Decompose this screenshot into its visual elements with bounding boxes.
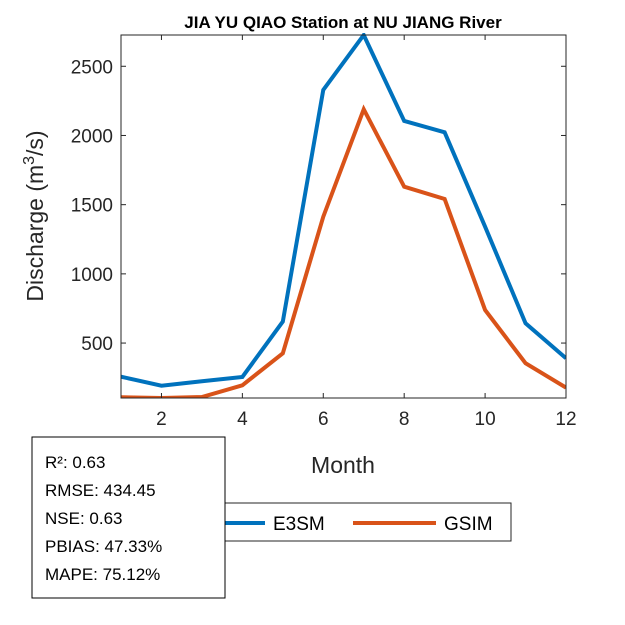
y-label-end: /s) <box>22 130 48 156</box>
x-tick-label: 12 <box>555 409 576 430</box>
series-line-e3sm <box>121 33 566 388</box>
y-axis-label: Discharge (m3/s) <box>21 130 48 301</box>
x-axis-label: Month <box>311 452 375 478</box>
stats-annotation: R²: 0.63 RMSE: 434.45 NSE: 0.63 PBIAS: 4… <box>31 436 226 599</box>
x-tick-label: 6 <box>318 409 329 430</box>
y-label-main: Discharge (m <box>22 165 48 302</box>
y-tick-label: 2500 <box>71 57 113 78</box>
axes-box <box>120 34 567 399</box>
y-tick-label: 500 <box>81 334 113 355</box>
x-tick-label: 10 <box>475 409 496 430</box>
x-tick-label: 2 <box>156 409 167 430</box>
stat-mape: MAPE: 75.12% <box>45 565 160 584</box>
stats-box <box>31 436 226 599</box>
y-tick-label: 1000 <box>71 265 113 286</box>
stat-pbias: PBIAS: 47.33% <box>45 537 162 556</box>
y-label-sup: 3 <box>21 156 38 165</box>
x-tick-label: 4 <box>237 409 248 430</box>
chart-title: JIA YU QIAO Station at NU JIANG River <box>184 13 502 32</box>
axis-ticks: 2 4 6 8 10 12 500 1000 1500 2000 2500 <box>71 35 577 430</box>
legend-label-gsim: GSIM <box>444 514 493 535</box>
y-tick-label: 2000 <box>71 126 113 147</box>
plot-lines <box>121 33 566 398</box>
y-tick-label: 1500 <box>71 196 113 217</box>
x-tick-label: 8 <box>399 409 410 430</box>
stat-rmse: RMSE: 434.45 <box>45 481 156 500</box>
series-line-gsim <box>121 104 566 398</box>
legend-label-e3sm: E3SM <box>273 514 325 535</box>
legend[interactable]: E3SM GSIM <box>179 502 512 542</box>
stat-nse: NSE: 0.63 <box>45 509 123 528</box>
stat-r2: R²: 0.63 <box>45 453 105 472</box>
